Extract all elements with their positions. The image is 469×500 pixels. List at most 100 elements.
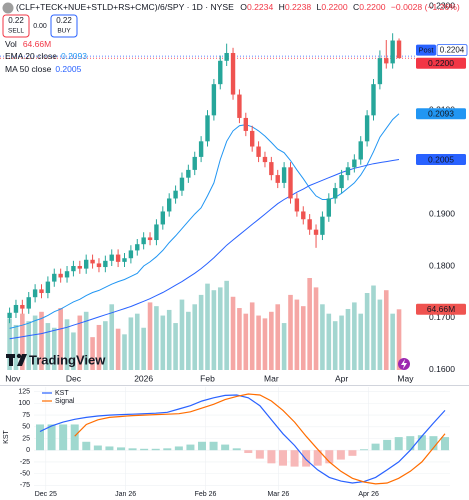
tradingview-logo	[6, 353, 27, 366]
candle-body	[345, 167, 351, 176]
volume-bar	[20, 313, 25, 370]
x-tick-label: Apr 26	[358, 491, 379, 498]
candle-body	[122, 258, 127, 262]
volume-bar	[154, 306, 159, 370]
symbol-title: (CLF+TECK+NUE+STLD+RS+CMC)/6/SPY · 1D · …	[16, 2, 234, 12]
ma-badge-bg	[416, 108, 466, 120]
volume-bar	[390, 313, 395, 370]
histogram-bar	[441, 437, 449, 451]
volume-bar	[128, 317, 134, 370]
histogram-bar	[383, 439, 392, 451]
volume-bar	[275, 304, 281, 370]
ohlc-value: 0.2234	[247, 2, 274, 12]
ma-value: 0.2005	[55, 64, 81, 74]
volume-bar	[32, 315, 38, 370]
main-plot	[0, 33, 415, 370]
volume-bar	[205, 283, 210, 370]
volume-bar	[326, 313, 332, 370]
candle-body	[275, 175, 280, 183]
candle-body	[154, 224, 159, 241]
x-tick-label: 2026	[134, 373, 153, 383]
y-tick-label: 0.1800	[429, 260, 455, 270]
alert-icon	[401, 359, 407, 369]
symbol-logo	[2, 2, 14, 14]
y-tick-label: 0	[26, 447, 30, 454]
volume-bar	[64, 319, 70, 370]
ma-badge: 0.2093	[428, 109, 454, 119]
candle-body	[58, 273, 63, 278]
y-tick-label: 0.1700	[429, 312, 455, 322]
histogram-bar	[117, 447, 125, 451]
legend-ma: MA 50 close 0.2005	[5, 64, 82, 74]
candle-body	[384, 58, 389, 64]
volume-bar	[377, 299, 383, 370]
histogram-bar	[93, 445, 102, 451]
candle-body	[249, 130, 255, 147]
volume-bar	[7, 318, 12, 370]
candle-body	[77, 266, 83, 269]
y-tick-label: 75	[22, 412, 30, 419]
candle-body	[339, 175, 344, 189]
buy-button[interactable]	[50, 14, 78, 38]
volume-bar	[364, 293, 370, 370]
candle-body	[237, 94, 242, 118]
kst-pane: KST 125 100 75 50 25 0 -25 -50 -75 Dec 25 Jan 26 Feb…	[3, 387, 450, 498]
candle-body	[358, 141, 363, 160]
candle-body	[371, 84, 376, 116]
x-tick-label: Feb	[200, 373, 215, 383]
candle-body	[332, 188, 338, 199]
candle-body	[230, 52, 236, 95]
y-tick-label: 125	[18, 389, 30, 396]
volume-bar	[288, 294, 293, 370]
candle-body	[377, 58, 383, 85]
candle-body	[390, 40, 395, 64]
volume-bar	[103, 321, 108, 370]
volume-bar	[262, 318, 268, 370]
candle-body	[218, 60, 223, 85]
candle-body	[160, 211, 166, 225]
sell-price: 0.22	[8, 16, 24, 25]
ma-badge: 0.2005	[428, 154, 454, 164]
candle-body	[115, 254, 121, 262]
volume-bar	[217, 287, 223, 370]
volume-bar	[313, 287, 319, 370]
histogram-bar	[417, 435, 426, 451]
sell-button[interactable]	[2, 14, 30, 38]
histogram-bar	[360, 449, 368, 451]
candle-body	[211, 84, 217, 116]
x-tick-label: Mar 26	[267, 491, 289, 498]
watermark: TradingView	[29, 352, 106, 367]
volume-bar	[237, 308, 242, 370]
volume-bar	[211, 290, 217, 370]
x-tick-label: Apr	[335, 373, 348, 383]
y-tick-label: -25	[20, 459, 30, 466]
candle-body	[243, 117, 249, 131]
kst-line	[39, 394, 446, 484]
candle-body	[198, 141, 204, 157]
histogram-bar	[140, 448, 149, 451]
ma-line	[9, 159, 400, 340]
volume-name: Vol	[5, 39, 17, 49]
volume-bar	[166, 309, 172, 370]
histogram-bar	[105, 446, 114, 451]
ema-name: EMA 20 close	[5, 51, 57, 61]
price-axis-labels: 0.23000.21000.19000.18000.17000.1600NovD…	[5, 0, 468, 383]
candle-body	[52, 273, 57, 282]
volume-bar	[51, 327, 57, 370]
ohlc-value: 0.2200	[321, 2, 348, 12]
ohlc-letter: C	[353, 2, 359, 12]
histogram-bar	[151, 448, 160, 451]
volume-bar	[307, 278, 312, 370]
volume-bar	[134, 313, 140, 370]
candle-body	[364, 115, 370, 142]
candle-body	[186, 169, 191, 178]
volume-bar	[269, 311, 274, 370]
ma-badge-bg	[416, 154, 466, 166]
volume-bar	[358, 313, 364, 370]
change: −0.0028 (−1.26%)	[391, 2, 460, 12]
candle-body	[166, 198, 172, 212]
ohlc-letter: O	[240, 2, 247, 12]
histogram-bar	[59, 424, 68, 451]
y-tick-label: 0.1900	[429, 208, 455, 218]
candle-body	[294, 198, 300, 212]
